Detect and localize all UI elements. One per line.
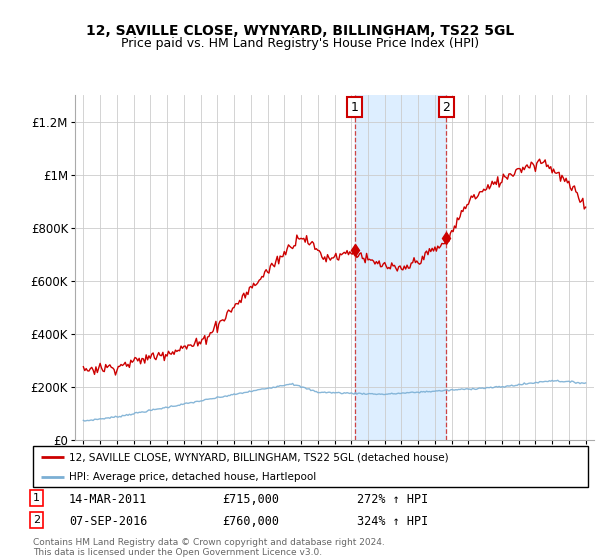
Text: £760,000: £760,000 <box>222 515 279 528</box>
Text: 1: 1 <box>33 493 40 503</box>
Text: 12, SAVILLE CLOSE, WYNYARD, BILLINGHAM, TS22 5GL (detached house): 12, SAVILLE CLOSE, WYNYARD, BILLINGHAM, … <box>69 452 449 463</box>
Bar <box>355 95 446 440</box>
Text: 272% ↑ HPI: 272% ↑ HPI <box>357 493 428 506</box>
Text: Price paid vs. HM Land Registry's House Price Index (HPI): Price paid vs. HM Land Registry's House … <box>121 37 479 50</box>
Text: 2: 2 <box>442 101 450 114</box>
Text: 2: 2 <box>33 515 40 525</box>
Text: 1: 1 <box>350 101 359 114</box>
Text: 14-MAR-2011: 14-MAR-2011 <box>69 493 148 506</box>
Text: 07-SEP-2016: 07-SEP-2016 <box>69 515 148 528</box>
Text: Contains HM Land Registry data © Crown copyright and database right 2024.
This d: Contains HM Land Registry data © Crown c… <box>33 538 385 557</box>
Text: £715,000: £715,000 <box>222 493 279 506</box>
Text: 324% ↑ HPI: 324% ↑ HPI <box>357 515 428 528</box>
Text: HPI: Average price, detached house, Hartlepool: HPI: Average price, detached house, Hart… <box>69 472 316 482</box>
FancyBboxPatch shape <box>33 446 588 487</box>
Text: 12, SAVILLE CLOSE, WYNYARD, BILLINGHAM, TS22 5GL: 12, SAVILLE CLOSE, WYNYARD, BILLINGHAM, … <box>86 24 514 38</box>
